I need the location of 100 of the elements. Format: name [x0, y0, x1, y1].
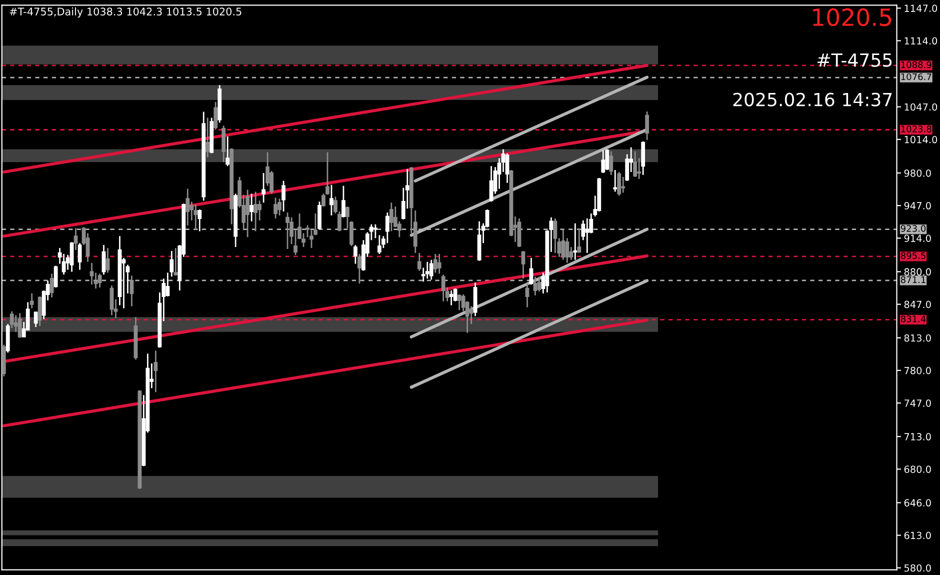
- candlestick: [250, 193, 254, 222]
- annotation: 1020.5: [813, 8, 892, 26]
- candlestick: [258, 200, 262, 222]
- candlestick: [417, 252, 422, 272]
- ref-line-label: 1088.9: [901, 61, 932, 68]
- candlestick: [561, 228, 566, 261]
- candlestick: [246, 189, 250, 238]
- y-tick-label: 813.0: [904, 334, 931, 342]
- candlestick: [565, 237, 570, 264]
- y-tick-label: 980.0: [904, 169, 931, 177]
- y-tick-label: 914.0: [904, 234, 931, 242]
- candlestick: [110, 284, 114, 316]
- candlestick: [633, 150, 638, 178]
- candlestick: [18, 312, 22, 339]
- ref-line-label: 923.0: [900, 225, 926, 232]
- candlestick: [385, 212, 390, 244]
- candlestick: [353, 244, 358, 265]
- candlestick: [282, 180, 286, 212]
- candlestick: [425, 261, 430, 280]
- candlestick: [226, 136, 230, 167]
- candlestick: [254, 191, 258, 232]
- y-tick-label: 947.0: [904, 202, 931, 210]
- candlestick: [306, 224, 310, 238]
- candlestick: [342, 185, 346, 218]
- candlestick: [449, 290, 454, 306]
- candlestick: [194, 204, 198, 230]
- candlestick: [617, 171, 622, 196]
- candlestick: [90, 262, 94, 286]
- candlestick: [102, 244, 106, 276]
- candlestick: [334, 196, 338, 214]
- candlestick: [170, 250, 174, 278]
- candlestick: [154, 350, 158, 393]
- candlestick: [186, 188, 190, 226]
- candlestick: [50, 272, 54, 298]
- candlestick: [521, 250, 526, 280]
- candlestick: [98, 272, 102, 288]
- candlestick: [38, 296, 42, 327]
- y-tick-label: 1114.0: [904, 37, 938, 45]
- candlestick: [577, 228, 582, 254]
- y-tick-label: 747.0: [904, 399, 931, 407]
- candlestick: [130, 274, 134, 307]
- candlestick: [310, 230, 314, 249]
- candlestick: [74, 228, 78, 251]
- candlestick: [318, 200, 322, 230]
- y-tick-label: 646.0: [904, 499, 931, 507]
- candlestick: [601, 150, 606, 174]
- candlestick: [278, 198, 282, 216]
- candlestick: [206, 117, 210, 158]
- candlestick: [453, 288, 458, 302]
- candlestick: [330, 184, 334, 216]
- candlestick: [437, 253, 442, 274]
- candlestick: [174, 247, 178, 276]
- y-tick-label: 847.0: [904, 300, 931, 308]
- candlestick: [573, 222, 578, 261]
- candlestick: [166, 272, 170, 298]
- annotation: 2025.02.16 14:37: [733, 92, 892, 106]
- candlestick: [214, 101, 218, 130]
- candlestick: [525, 282, 530, 308]
- y-tick-label: 880.0: [904, 268, 931, 276]
- candlestick: [377, 234, 382, 255]
- candlestick: [429, 259, 434, 280]
- candlestick: [433, 253, 438, 274]
- candlestick: [641, 140, 646, 176]
- candlestick: [70, 241, 74, 272]
- candlestick: [585, 218, 590, 254]
- ref-line-label: 1076.7: [901, 73, 932, 80]
- chart-title: #T-4755,Daily 1038.3 1042.3 1013.5 1020.5: [10, 7, 242, 18]
- candlestick: [54, 265, 58, 288]
- candlestick: [621, 176, 626, 194]
- candlestick: [537, 276, 542, 292]
- candlestick: [469, 306, 474, 325]
- candlestick: [529, 257, 534, 286]
- candlestick: [357, 253, 362, 284]
- candlestick: [553, 218, 558, 254]
- candlestick: [637, 157, 642, 180]
- candlestick: [517, 218, 522, 248]
- ref-line-label: 895.5: [900, 252, 926, 260]
- candlestick: [533, 276, 538, 296]
- annotation: #T-4755: [818, 53, 892, 67]
- ref-line-label: 1023.8: [901, 126, 932, 132]
- candlestick: [286, 212, 290, 250]
- candlestick: [441, 274, 446, 302]
- y-tick-label: 1147.0: [904, 4, 938, 12]
- candlestick: [262, 172, 266, 204]
- candlestick: [373, 224, 378, 239]
- y-tick-label: 1014.0: [904, 136, 938, 144]
- candlestick: [30, 292, 34, 309]
- candlestick: [457, 294, 462, 311]
- candlestick: [198, 208, 202, 232]
- y-tick-label: 613.0: [904, 532, 931, 540]
- candlestick: [78, 242, 82, 270]
- ref-line-label: 831.4: [900, 315, 926, 322]
- candlestick: [222, 124, 226, 163]
- y-tick-label: 680.0: [904, 466, 931, 473]
- candlestick: [274, 196, 278, 220]
- y-tick-label: 1047.0: [904, 103, 938, 111]
- candlestick: [645, 110, 650, 141]
- candlestick: [609, 150, 614, 176]
- candlestick: [34, 311, 38, 328]
- candlestick: [613, 169, 618, 192]
